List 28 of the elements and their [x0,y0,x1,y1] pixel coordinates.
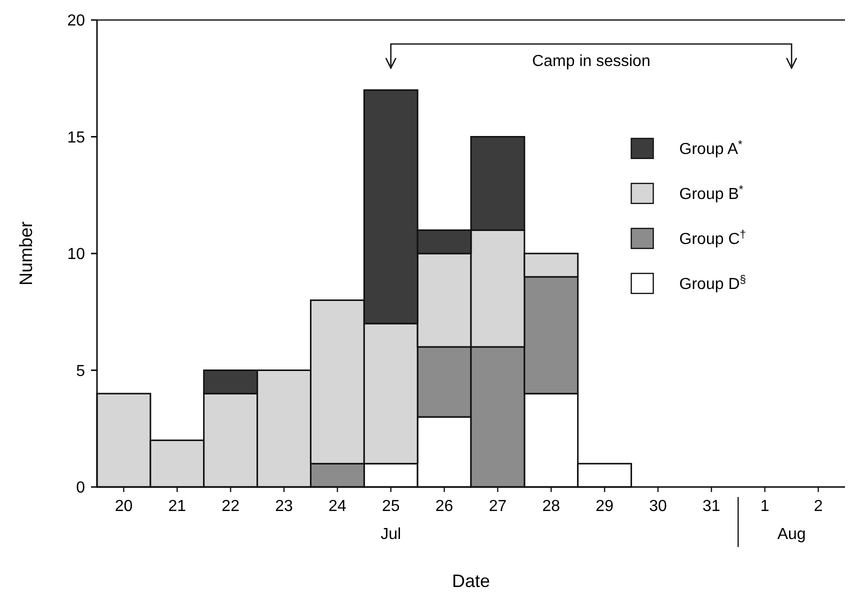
x-tick-label: 29 [596,498,614,515]
x-tick-label: 23 [275,498,293,515]
y-tick-label: 0 [76,480,86,497]
legend-label: Group D$^{§}$ [679,274,746,294]
x-tick-label: 24 [328,498,346,515]
legend-label: Group B$^{*}$ [679,184,744,204]
text: Jul [380,526,402,543]
x-tick-label: 30 [649,498,667,515]
x-tick-label: 28 [542,498,560,515]
x-axis-title: Date [452,571,490,591]
x-tick-label: 22 [222,498,240,515]
y-axis-title: Number [16,221,36,286]
x-tick-label: 27 [488,498,507,515]
text: Aug [777,526,806,543]
y-tick-label: 20 [67,12,86,30]
x-tick-label: 2 [814,498,823,515]
y-tick-label: 10 [67,246,86,264]
x-tick-label: 21 [168,498,186,515]
y-tick-label: 15 [67,129,86,146]
annotation: Camp in session [532,53,650,70]
legend-label: Group C$^{†}$ [679,229,746,248]
legend-label: Group A$^{*}$ [679,139,743,158]
x-tick-label: 1 [760,498,770,515]
y-tick-label: 5 [76,362,86,380]
x-tick-label: 26 [435,498,454,515]
x-tick-label: 31 [702,498,720,515]
x-tick-label: 20 [114,498,133,515]
x-tick-label: 25 [382,498,400,515]
